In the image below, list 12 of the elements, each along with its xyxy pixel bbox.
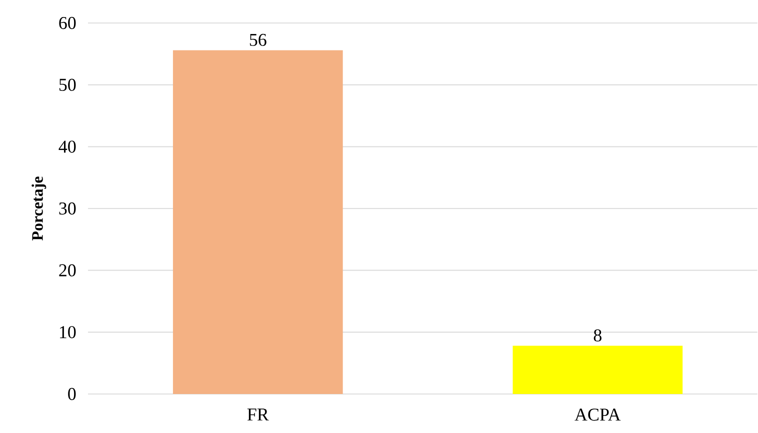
y-tick-label: 20 [59, 264, 76, 276]
y-tick-label: 30 [59, 202, 76, 215]
x-tick-label: FR [247, 408, 269, 420]
data-label: 56 [250, 34, 266, 46]
y-tick-label: 60 [59, 16, 76, 30]
y-axis-title: Porcetaje [32, 176, 46, 241]
x-tick-label: ACPA [574, 408, 621, 421]
y-tick-label: 0 [68, 388, 76, 400]
data-label: 8 [594, 329, 602, 342]
y-tick-label: 50 [59, 78, 76, 91]
y-tick-label: 10 [60, 326, 76, 338]
y-tick-label: 40 [58, 140, 76, 153]
